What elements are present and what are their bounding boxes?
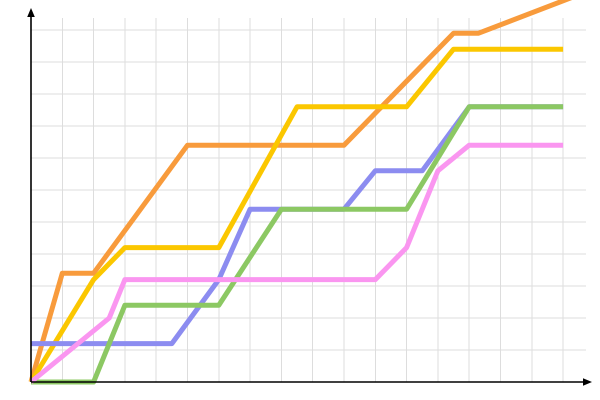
series-line-yellow (28, 46, 564, 384)
x-axis-arrow-icon (583, 378, 592, 386)
horizontal-gridlines (31, 29, 586, 351)
series-line-orange (28, 0, 573, 383)
vertical-gridlines (61, 18, 564, 382)
y-axis-arrow-icon (27, 8, 35, 17)
series-line-pink (29, 142, 564, 384)
series-line-green (31, 104, 564, 385)
series-group (28, 0, 573, 385)
axes-group (27, 8, 592, 386)
